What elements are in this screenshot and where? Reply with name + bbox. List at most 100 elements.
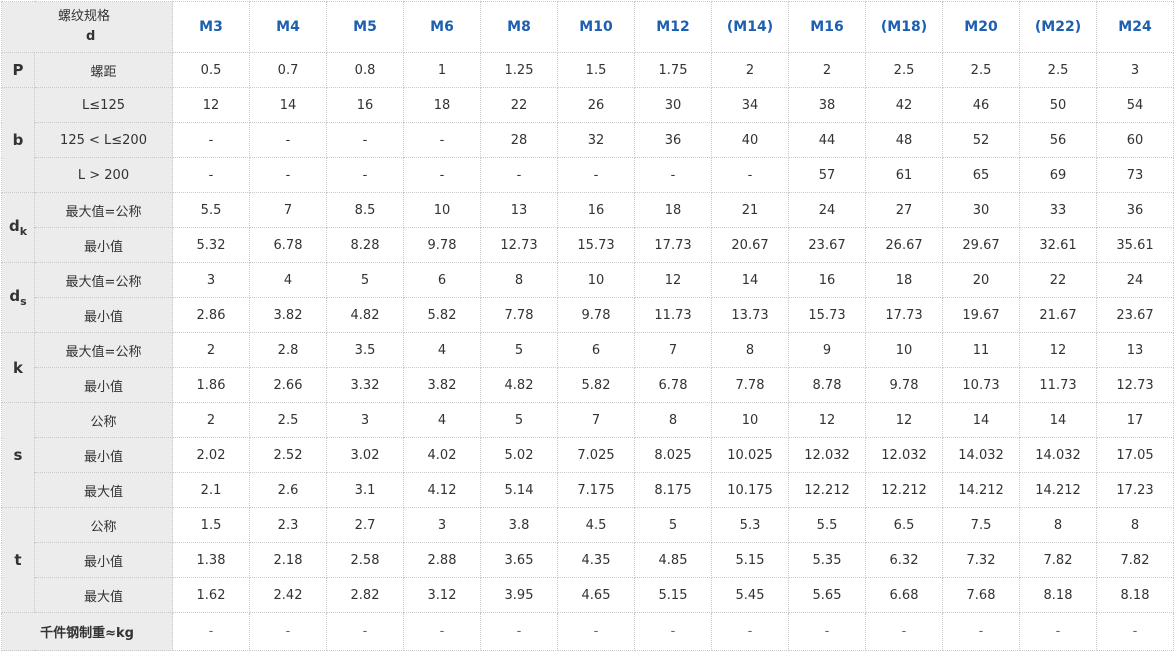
value-cell: 1.38 <box>172 542 251 578</box>
parameter-symbol: ds <box>1 262 35 333</box>
table-row: s 公称 2 2.5 3 4 5 7 8 10 12 12 14 14 17 <box>1 402 1175 508</box>
value-cell: 5.5 <box>788 507 867 543</box>
value-cell: 8.28 <box>326 227 405 263</box>
row-label: 最大值 <box>33 472 174 508</box>
value-cell: 7.5 <box>942 507 1021 543</box>
value-cell: 8 <box>634 402 713 438</box>
weight-value-cell: - <box>557 612 636 651</box>
value-cell: 10.73 <box>942 367 1021 403</box>
value-cell: - <box>557 157 636 193</box>
row-label: 公称 <box>33 507 174 543</box>
value-cell: 52 <box>942 122 1021 158</box>
value-cell: 5.14 <box>480 472 559 508</box>
value-cell: 30 <box>634 87 713 123</box>
row-label: L > 200 <box>33 157 174 193</box>
weight-value-cell: - <box>711 612 790 651</box>
thread-diameter-symbol: d <box>86 29 96 44</box>
value-cell: 6 <box>557 332 636 368</box>
parameter-symbol: s <box>1 402 35 508</box>
weight-row: 千件钢制重≈kg - - - - - - - - - - - - - <box>0 612 1175 651</box>
value-cell: 3.5 <box>326 332 405 368</box>
value-cell: 6.78 <box>634 367 713 403</box>
value-cell: 1.62 <box>172 577 251 613</box>
value-cell: 16 <box>788 262 867 298</box>
value-cell: 7 <box>557 402 636 438</box>
value-cell: 3.1 <box>326 472 405 508</box>
value-cell: 21 <box>711 192 790 228</box>
row-label: 最小值 <box>33 367 174 403</box>
value-cell: 42 <box>865 87 944 123</box>
value-cell: 34 <box>711 87 790 123</box>
value-cell: 11 <box>942 332 1021 368</box>
value-cell: 21.67 <box>1019 297 1098 333</box>
value-cell: 24 <box>788 192 867 228</box>
value-cell: 3 <box>1096 52 1175 88</box>
value-cell: 2.86 <box>172 297 251 333</box>
value-cell: 3.32 <box>326 367 405 403</box>
value-cell: 5.5 <box>172 192 251 228</box>
size-header-cell: M20 <box>942 1 1021 53</box>
table-body: P 螺距 0.5 0.7 0.8 1 1.25 1.5 1.75 2 2 2.5 2.5 2.5 3 b L≤1… <box>0 52 1175 651</box>
weight-value-cell: - <box>249 612 328 651</box>
value-cell: 12.032 <box>865 437 944 473</box>
value-cell: - <box>249 122 328 158</box>
value-cell: 4.82 <box>480 367 559 403</box>
size-header-cell: (M22) <box>1019 1 1098 53</box>
value-cell: 1.5 <box>557 52 636 88</box>
value-cell: 17.73 <box>865 297 944 333</box>
value-cell: 10 <box>865 332 944 368</box>
value-cell: 12 <box>634 262 713 298</box>
parameter-symbol-text: d <box>8 217 20 235</box>
value-cell: 5 <box>480 332 559 368</box>
row-label: 最小值 <box>33 297 174 333</box>
value-cell: 0.7 <box>249 52 328 88</box>
value-cell: 7.82 <box>1096 542 1175 578</box>
value-cell: 0.5 <box>172 52 251 88</box>
table-row: 最小值 1.38 2.18 2.58 2.88 3.65 4.35 4.85 5.15 5.35 6… <box>2 542 1175 578</box>
value-cell: 17.73 <box>634 227 713 263</box>
value-cell: 2.7 <box>326 507 405 543</box>
value-cell: 73 <box>1096 157 1175 193</box>
value-cell: 3.8 <box>480 507 559 543</box>
value-cell: 6 <box>403 262 482 298</box>
value-cell: 16 <box>326 87 405 123</box>
value-cell: 17 <box>1096 402 1175 438</box>
value-cell: 7.175 <box>557 472 636 508</box>
row-label: 最小值 <box>33 437 174 473</box>
value-cell: 2.5 <box>1019 52 1098 88</box>
weight-value-cell: - <box>942 612 1021 651</box>
value-cell: 69 <box>1019 157 1098 193</box>
value-cell: 5.02 <box>480 437 559 473</box>
row-label: 125 < L≤200 <box>33 122 174 158</box>
value-cell: 5.82 <box>557 367 636 403</box>
value-cell: 46 <box>942 87 1021 123</box>
value-cell: 8.18 <box>1096 577 1175 613</box>
value-cell: 30 <box>942 192 1021 228</box>
value-cell: 11.73 <box>1019 367 1098 403</box>
value-cell: 17.23 <box>1096 472 1175 508</box>
value-cell: - <box>403 122 482 158</box>
value-cell: 15.73 <box>557 227 636 263</box>
value-cell: 8 <box>711 332 790 368</box>
value-cell: 5.15 <box>634 577 713 613</box>
value-cell: 12.032 <box>788 437 867 473</box>
value-cell: 12.212 <box>865 472 944 508</box>
value-cell: 5.45 <box>711 577 790 613</box>
parameter-symbol-text: b <box>12 131 24 149</box>
value-cell: 5 <box>480 402 559 438</box>
value-cell: 50 <box>1019 87 1098 123</box>
value-cell: 14 <box>249 87 328 123</box>
value-cell: 5 <box>634 507 713 543</box>
value-cell: 4.5 <box>557 507 636 543</box>
value-cell: - <box>403 157 482 193</box>
value-cell: 7 <box>249 192 328 228</box>
parameter-symbol: t <box>1 507 35 613</box>
value-cell: 18 <box>865 262 944 298</box>
value-cell: 38 <box>788 87 867 123</box>
value-cell: 4.85 <box>634 542 713 578</box>
value-cell: 12 <box>172 87 251 123</box>
value-cell: 5.82 <box>403 297 482 333</box>
value-cell: 2.58 <box>326 542 405 578</box>
value-cell: 36 <box>634 122 713 158</box>
value-cell: 8.5 <box>326 192 405 228</box>
